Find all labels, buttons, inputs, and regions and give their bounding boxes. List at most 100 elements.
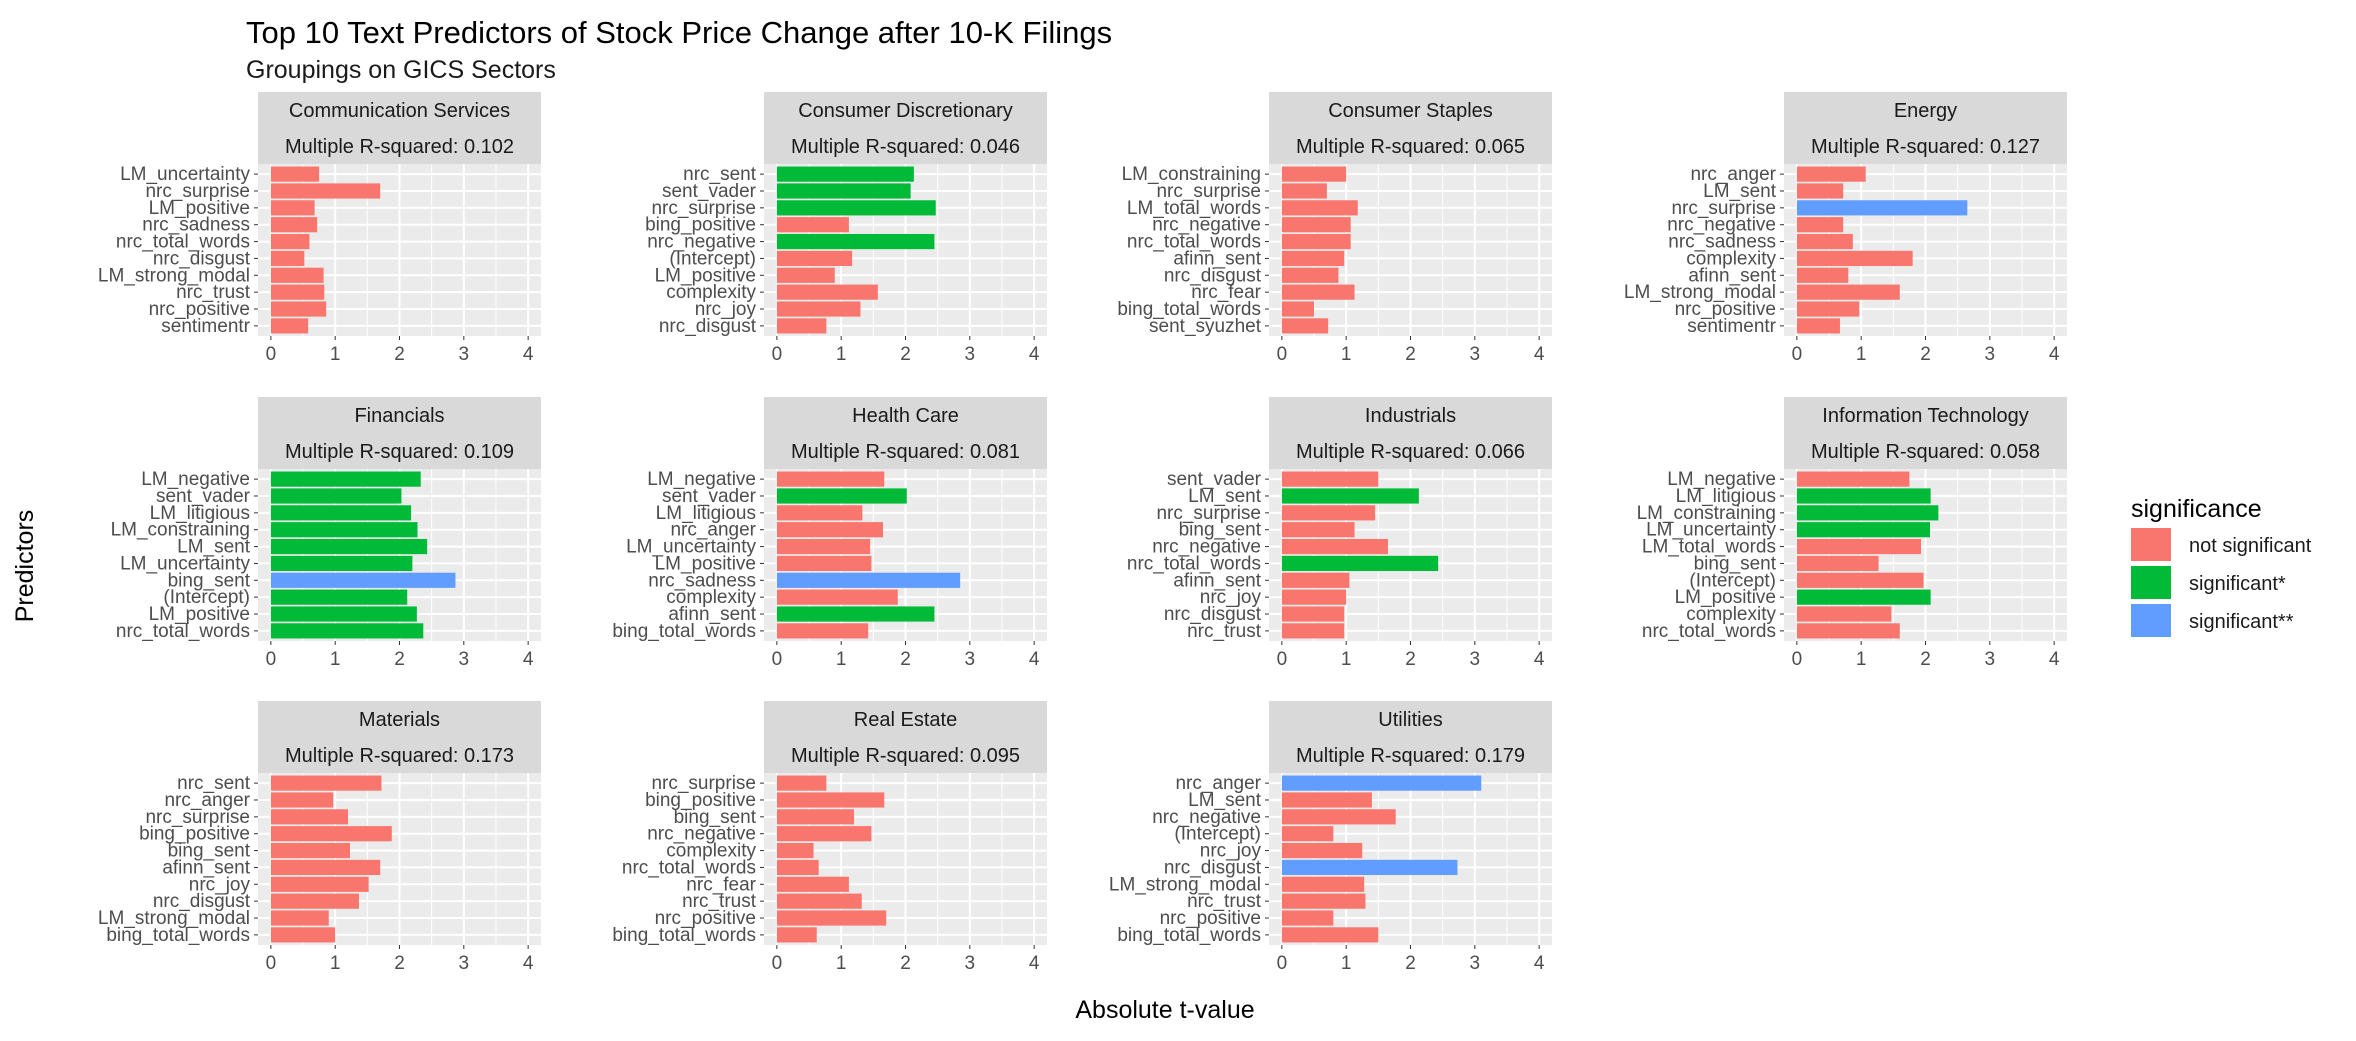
bar (776, 775, 827, 791)
r2-strip (1269, 433, 1552, 469)
bar (1796, 555, 1879, 572)
bar (270, 505, 412, 521)
x-tick-label: 0 (266, 953, 277, 974)
legend-item-label: significant** (2189, 611, 2294, 633)
predictor-label: bing_sent (168, 570, 251, 591)
bar (1796, 267, 1849, 283)
predictor-label: complexity (1686, 248, 1776, 269)
bar (1796, 538, 1921, 555)
x-tick-label: 0 (1792, 344, 1803, 365)
r2-label: Multiple R-squared: 0.046 (791, 136, 1020, 158)
predictor-label: LM_constraining (1637, 503, 1776, 524)
bar (1281, 826, 1334, 842)
predictor-label: sent_vader (1167, 469, 1262, 490)
x-tick-label: 2 (394, 649, 405, 670)
bar (270, 859, 381, 876)
x-tick-label: 3 (1470, 344, 1481, 365)
predictor-label: sent_vader (156, 486, 251, 507)
predictor-label: LM_litigious (150, 503, 250, 524)
bar (1796, 589, 1931, 605)
bar (270, 826, 392, 842)
x-tick-label: 1 (1341, 344, 1352, 365)
predictor-label: (Intercept) (163, 587, 250, 608)
predictor-label: nrc_positive (655, 908, 756, 929)
predictor-label: bing_positive (645, 790, 756, 811)
bar (1796, 522, 1931, 538)
x-tick-label: 1 (1856, 344, 1867, 365)
bar (1281, 301, 1315, 317)
sector-strip (258, 701, 541, 737)
bar (1281, 488, 1419, 504)
x-tick-label: 0 (772, 344, 783, 365)
x-tick-label: 2 (394, 953, 405, 974)
predictor-label: LM_negative (1667, 469, 1776, 490)
bar (1281, 471, 1379, 487)
bar (1796, 572, 1924, 588)
predictor-label: LM_constraining (111, 520, 250, 541)
sector-label: Real Estate (854, 709, 957, 731)
sector-strip (764, 397, 1047, 433)
x-tick-label: 4 (1029, 344, 1040, 365)
predictor-label: nrc_disgust (1164, 857, 1262, 878)
bar (270, 893, 359, 909)
x-tick-label: 0 (772, 649, 783, 670)
bar (270, 471, 421, 487)
predictor-label: nrc_negative (1152, 215, 1261, 236)
bar (1281, 538, 1388, 555)
bar (1796, 217, 1844, 233)
sector-label: Financials (354, 405, 444, 427)
predictor-label: LM_positive (655, 553, 756, 574)
x-tick-label: 1 (836, 953, 847, 974)
bar (1281, 183, 1327, 199)
predictor-label: LM_sent (1188, 486, 1262, 507)
predictor-label: bing_total_words (612, 621, 756, 642)
facet-panel: Materials Multiple R-squared: 0.173 nrc_se… (98, 701, 541, 974)
bar (1281, 589, 1347, 605)
bar (776, 267, 835, 283)
r2-strip (1784, 433, 2067, 469)
r2-label: Multiple R-squared: 0.066 (1296, 441, 1525, 463)
predictor-label: LM_sent (1188, 790, 1262, 811)
sector-label: Utilities (1378, 709, 1442, 731)
bar (1281, 842, 1363, 859)
bar (270, 910, 329, 926)
x-tick-label: 1 (330, 344, 341, 365)
predictor-label: LM_uncertainty (120, 553, 250, 574)
predictor-label: (Intercept) (1174, 824, 1261, 845)
predictor-label: nrc_surprise (1156, 503, 1261, 524)
predictor-label: bing_total_words (612, 925, 756, 946)
facet-panel: Consumer Staples Multiple R-squared: 0.06… (1117, 92, 1552, 365)
bar (776, 859, 819, 876)
x-tick-label: 4 (1029, 649, 1040, 670)
chart-title: Top 10 Text Predictors of Stock Price Ch… (246, 15, 1112, 50)
predictor-label: complexity (666, 841, 756, 862)
predictor-label: nrc_sadness (1668, 232, 1776, 253)
bar (776, 284, 878, 300)
predictor-label: complexity (1686, 604, 1776, 625)
r2-strip (258, 128, 541, 164)
x-tick-label: 2 (900, 344, 911, 365)
r2-label: Multiple R-squared: 0.095 (791, 745, 1020, 767)
bar (1281, 250, 1345, 267)
x-tick-label: 2 (1920, 344, 1931, 365)
bar (776, 522, 883, 538)
bar (270, 166, 320, 182)
predictor-label: LM_positive (1675, 587, 1776, 608)
x-tick-label: 1 (836, 344, 847, 365)
bar (1281, 927, 1379, 943)
bar (270, 876, 369, 892)
predictor-label: LM_uncertainty (626, 537, 756, 558)
sector-label: Materials (359, 709, 440, 731)
predictor-label: nrc_disgust (1164, 604, 1262, 625)
predictor-label: nrc_negative (647, 824, 756, 845)
bar (1281, 606, 1345, 622)
bar (776, 200, 936, 216)
predictor-label: bing_positive (139, 824, 250, 845)
bar (1281, 775, 1482, 791)
sector-strip (258, 92, 541, 128)
x-tick-label: 1 (1341, 953, 1352, 974)
predictor-label: LM_uncertainty (1646, 520, 1776, 541)
predictor-label: nrc_positive (1675, 299, 1776, 320)
predictor-label: nrc_anger (1690, 164, 1776, 185)
predictor-label: nrc_surprise (145, 181, 250, 202)
